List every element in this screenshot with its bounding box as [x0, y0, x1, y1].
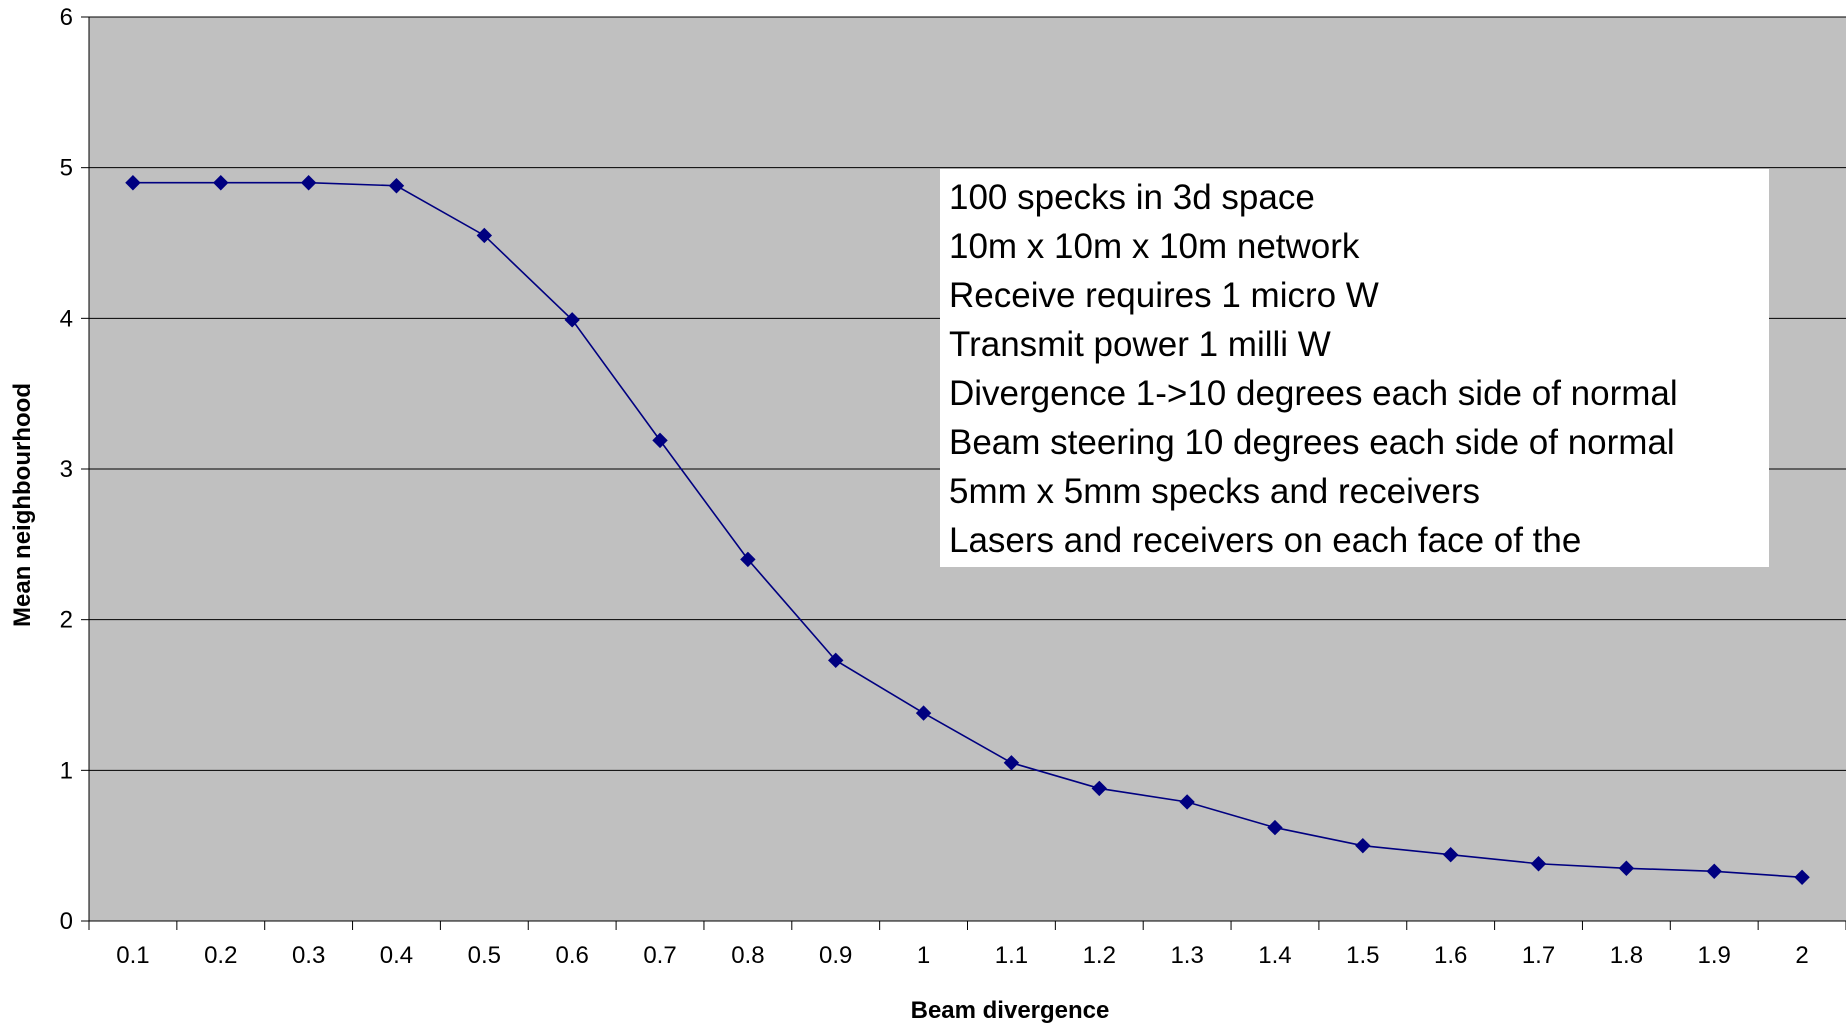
data-point-marker [213, 175, 229, 191]
x-tick-label: 1.7 [1522, 942, 1555, 969]
data-point-marker [476, 227, 493, 244]
data-point-marker [388, 178, 405, 194]
x-tick-label: 1 [917, 942, 930, 969]
x-tick-label: 0.2 [204, 942, 237, 969]
data-point-marker [125, 175, 141, 191]
data-point-marker [1091, 780, 1107, 797]
x-tick-label: 1.8 [1610, 942, 1643, 969]
annotation-line: Beam steering 10 degrees each side of no… [949, 423, 1675, 462]
y-tick-label: 6 [60, 4, 73, 31]
x-tick-label: 0.9 [819, 942, 852, 969]
series-line [132, 181, 1803, 879]
annotation-line: 100 specks in 3d space [949, 178, 1315, 217]
x-tick-label: 0.5 [468, 942, 501, 969]
x-tick-label: 1.3 [1170, 942, 1203, 969]
x-tick-label: 1.9 [1698, 942, 1731, 969]
data-point-marker [828, 652, 844, 669]
x-tick-label: 2 [1795, 942, 1808, 969]
y-tick-label: 4 [60, 305, 73, 332]
x-tick-label: 0.1 [116, 942, 149, 969]
data-point-marker [1442, 846, 1459, 863]
data-point-marker [652, 432, 668, 449]
data-point-marker [915, 705, 932, 721]
y-tick-label: 1 [60, 757, 73, 784]
x-tick-label: 0.8 [731, 942, 764, 969]
annotation-line: 5mm x 5mm specks and receivers [949, 472, 1480, 511]
data-point-marker [740, 551, 756, 568]
data-point-marker [1179, 794, 1195, 810]
axis-layer: 0 1 2 3 4 5 6 0.1 0.2 0.3 0.4 0.5 0.6 0.7 0.8 0.9 1 1.1 1.… [60, 4, 1846, 969]
y-axis-title: Mean neighbourhood [9, 383, 36, 627]
x-tick-label: 0.6 [555, 942, 588, 969]
annotation-box: 100 specks in 3d space 10m x 10m x 10m ne… [940, 169, 1769, 567]
data-point-marker [1530, 856, 1547, 872]
x-tick-label: 1.2 [1083, 942, 1116, 969]
x-tick-label: 1.4 [1258, 942, 1291, 969]
data-point-marker [564, 312, 580, 328]
data-point-marker [1003, 755, 1020, 771]
annotation-line: Receive requires 1 micro W [949, 276, 1379, 315]
x-axis-title: Beam divergence [911, 997, 1110, 1024]
x-tick-label: 1.5 [1346, 942, 1379, 969]
y-tick-label: 3 [60, 456, 73, 483]
annotation-line: Lasers and receivers on each face of the [949, 521, 1581, 560]
x-tick-label: 0.4 [380, 942, 413, 969]
series-layer [125, 175, 1810, 886]
data-point-marker [1267, 819, 1283, 836]
title-layer: Beam divergence Mean neighbourhood [9, 383, 1109, 1024]
y-tick-label: 5 [60, 155, 73, 182]
data-point-marker [1706, 863, 1722, 879]
data-point-marker [1794, 869, 1810, 886]
y-tick-label: 2 [60, 607, 73, 634]
x-tick-label: 0.3 [292, 942, 325, 969]
annotation-line: 10m x 10m x 10m network [949, 227, 1360, 266]
x-tick-label: 1.6 [1434, 942, 1467, 969]
y-tick-label: 0 [60, 908, 73, 935]
data-point-marker [1618, 860, 1635, 876]
x-tick-label: 1.1 [995, 942, 1028, 969]
data-point-marker [1355, 837, 1371, 854]
annotation-line: Transmit power 1 milli W [949, 325, 1331, 364]
annotation-background [940, 169, 1769, 567]
x-tick-label: 0.7 [643, 942, 676, 969]
data-point-marker [300, 175, 317, 191]
annotation-line: Divergence 1->10 degrees each side of no… [949, 374, 1678, 413]
